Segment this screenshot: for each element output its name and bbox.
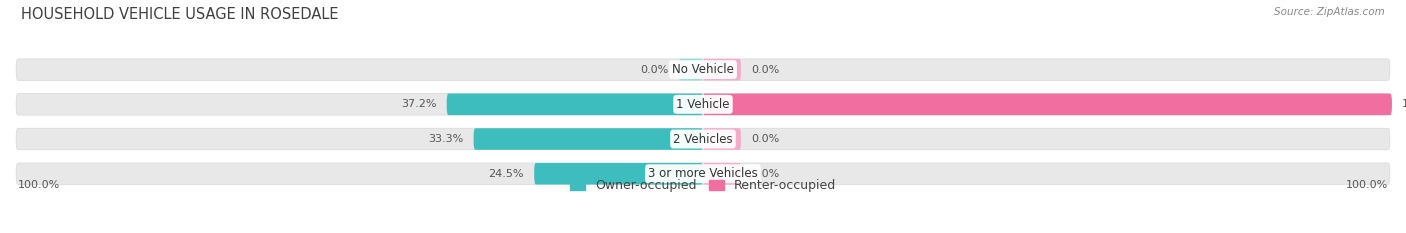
Text: 2 Vehicles: 2 Vehicles	[673, 133, 733, 146]
Text: 100.0%: 100.0%	[1402, 99, 1406, 109]
FancyBboxPatch shape	[15, 163, 1391, 185]
FancyBboxPatch shape	[15, 59, 1391, 80]
Legend: Owner-occupied, Renter-occupied: Owner-occupied, Renter-occupied	[565, 174, 841, 197]
FancyBboxPatch shape	[703, 128, 741, 150]
FancyBboxPatch shape	[703, 59, 741, 80]
Text: 1 Vehicle: 1 Vehicle	[676, 98, 730, 111]
FancyBboxPatch shape	[534, 163, 703, 185]
FancyBboxPatch shape	[15, 128, 1391, 150]
Text: 100.0%: 100.0%	[17, 180, 59, 190]
Text: 100.0%: 100.0%	[1347, 180, 1389, 190]
Text: 33.3%: 33.3%	[427, 134, 463, 144]
Text: 0.0%: 0.0%	[751, 65, 779, 75]
Text: 0.0%: 0.0%	[751, 134, 779, 144]
FancyBboxPatch shape	[15, 94, 1391, 115]
FancyBboxPatch shape	[703, 163, 741, 185]
Text: 0.0%: 0.0%	[640, 65, 669, 75]
FancyBboxPatch shape	[474, 128, 703, 150]
Text: 0.0%: 0.0%	[751, 169, 779, 179]
Text: 24.5%: 24.5%	[488, 169, 524, 179]
Text: 37.2%: 37.2%	[401, 99, 436, 109]
Text: 3 or more Vehicles: 3 or more Vehicles	[648, 167, 758, 180]
FancyBboxPatch shape	[703, 94, 1392, 115]
Text: No Vehicle: No Vehicle	[672, 63, 734, 76]
FancyBboxPatch shape	[447, 94, 703, 115]
Text: Source: ZipAtlas.com: Source: ZipAtlas.com	[1274, 7, 1385, 17]
FancyBboxPatch shape	[679, 59, 703, 80]
Text: HOUSEHOLD VEHICLE USAGE IN ROSEDALE: HOUSEHOLD VEHICLE USAGE IN ROSEDALE	[21, 7, 339, 22]
